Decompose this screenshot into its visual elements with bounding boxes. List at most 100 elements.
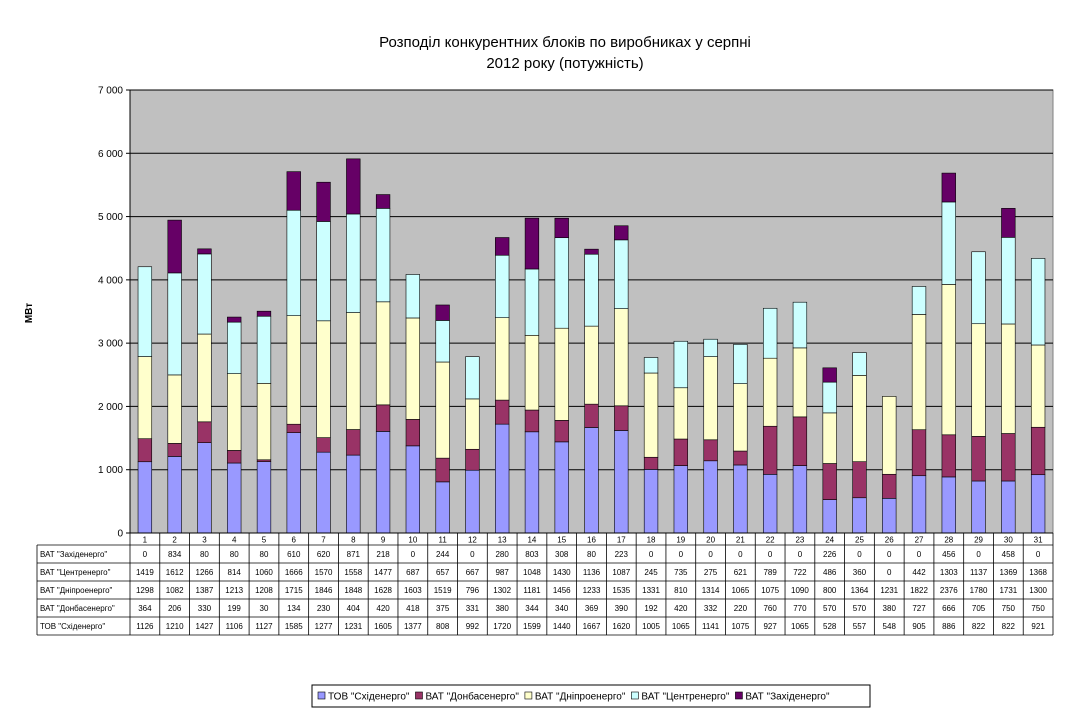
bar-segment [524, 409, 540, 433]
x-tick-label: 20 [706, 536, 715, 545]
legend-swatch [631, 691, 639, 700]
data-table: 1 2 3 4 5 6 7 8 9 10 11 12 13 14 15 16 17 18 19 20 21 22 23 24 2… [36, 533, 1054, 636]
data-label: 0 [470, 550, 475, 559]
bar-segment [703, 460, 718, 534]
bar-segment [911, 314, 927, 431]
bar-segment [971, 323, 986, 437]
data-label: 1519 [434, 586, 452, 595]
data-label: 1298 [136, 586, 154, 595]
bar-segment [822, 412, 837, 464]
x-tick-label: 22 [766, 536, 775, 545]
data-label: 1075 [731, 622, 749, 631]
data-label: 1558 [344, 568, 362, 577]
data-label: 1303 [940, 568, 958, 577]
x-tick-label: 4 [232, 536, 237, 545]
table-row-label: ВАТ "Дніпроенерго" [40, 586, 113, 595]
data-label: 992 [466, 622, 480, 631]
data-label: 1666 [285, 568, 303, 577]
bar-segment [375, 301, 391, 406]
bar-segment [375, 404, 391, 432]
x-tick-label: 17 [617, 536, 626, 545]
bar-segment [227, 373, 242, 451]
bar-segment [346, 429, 361, 456]
bar-segment [1030, 474, 1046, 534]
bar-segment [614, 430, 629, 534]
y-tick-label: 2 000 [98, 402, 123, 413]
bar-segment [137, 461, 153, 534]
bar-segment [524, 334, 540, 411]
bar-segment [465, 356, 480, 400]
data-label: 1605 [374, 622, 392, 631]
x-tick-label: 10 [408, 536, 417, 545]
bar-segment [762, 474, 778, 534]
data-label: 1430 [553, 568, 571, 577]
bar-segment [227, 316, 242, 323]
bar-segment [941, 284, 956, 436]
data-label: 1620 [612, 622, 630, 631]
data-label: 770 [793, 604, 807, 613]
data-label: 1848 [344, 586, 362, 595]
data-label: 442 [912, 568, 926, 577]
bar-segment [733, 464, 748, 534]
data-label: 308 [555, 550, 569, 559]
data-label: 557 [853, 622, 867, 631]
bar-segment [375, 431, 391, 534]
data-label: 340 [555, 604, 569, 613]
data-label: 30 [260, 604, 269, 613]
data-label: 218 [376, 550, 390, 559]
bar-segment [405, 419, 421, 447]
bar-segment [584, 253, 599, 327]
data-label: 667 [466, 568, 480, 577]
bar-segment [673, 438, 688, 466]
bar-segment [405, 317, 421, 420]
data-label: 1585 [285, 622, 303, 631]
bar-segment [762, 425, 778, 475]
data-label: 1570 [315, 568, 333, 577]
bar-segment [673, 340, 688, 389]
data-label: 1387 [196, 586, 214, 595]
bar-segment [614, 225, 629, 241]
bar-segment [137, 438, 153, 463]
data-label: 987 [495, 568, 509, 577]
bar-segment [941, 434, 956, 478]
data-label: 275 [704, 568, 718, 577]
data-label: 223 [615, 550, 629, 559]
data-label: 810 [674, 586, 688, 595]
data-label: 0 [679, 550, 684, 559]
bar-segment [911, 475, 927, 534]
bar-segment [197, 253, 212, 335]
bar-segment [822, 367, 837, 383]
bar-segment [405, 274, 421, 319]
bar-segment [614, 308, 629, 407]
data-label: 921 [1031, 622, 1045, 631]
bar-segment [256, 383, 272, 461]
table-row-label: ВАТ "Західенерго" [40, 550, 107, 559]
legend-swatch [317, 691, 326, 700]
x-tick-label: 15 [557, 536, 566, 545]
bar-segment [495, 399, 510, 425]
x-tick-label: 16 [587, 536, 596, 545]
bar-segment [435, 320, 450, 363]
bar-segment [465, 469, 480, 534]
data-label: 1377 [404, 622, 422, 631]
data-label: 1048 [523, 568, 541, 577]
data-label: 220 [734, 604, 748, 613]
bar-segment [584, 403, 599, 428]
data-label: 1090 [791, 586, 809, 595]
bar-segment [792, 347, 808, 418]
data-label: 1419 [136, 568, 154, 577]
bar-segment [792, 465, 808, 534]
x-tick-label: 9 [381, 536, 386, 545]
data-label: 1427 [196, 622, 214, 631]
data-label: 1715 [285, 586, 303, 595]
y-tick-label: 5 000 [98, 212, 123, 223]
x-tick-label: 6 [292, 536, 297, 545]
bar-segment [554, 420, 569, 443]
data-label: 0 [887, 550, 892, 559]
bar-segment [346, 158, 361, 215]
bar-segment [643, 372, 659, 458]
y-tick-label: 7 000 [98, 86, 123, 97]
bar-segment [852, 352, 867, 376]
bar-segment [1001, 237, 1016, 325]
data-label: 206 [168, 604, 182, 613]
